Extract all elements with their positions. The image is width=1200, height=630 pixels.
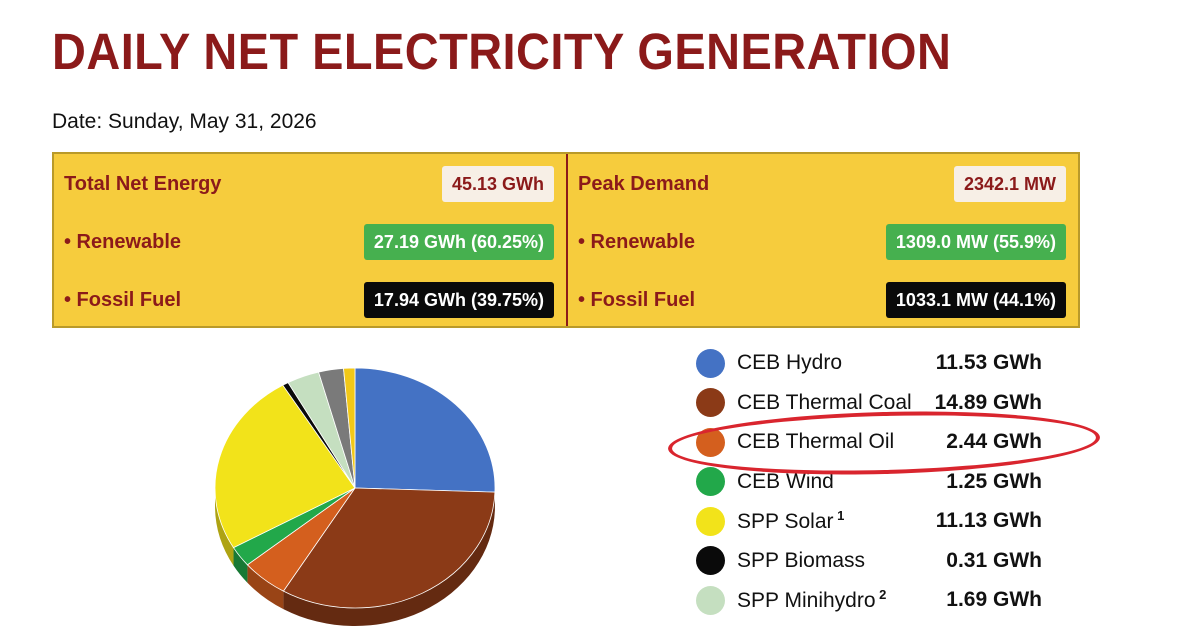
pie-side-ceb-wind bbox=[233, 547, 248, 583]
legend-label-text: SPP Solar bbox=[737, 510, 834, 533]
legend-item-spp-solar: SPP Solar 1 11.13 GWh bbox=[690, 503, 1050, 539]
total-energy-label: Total Net Energy bbox=[64, 172, 222, 195]
legend-label-text: CEB Hydro bbox=[737, 351, 843, 374]
legend-swatch bbox=[696, 348, 725, 378]
energy-fossil-value: 17.94 GWh (39.75%) bbox=[363, 282, 554, 318]
chart-title: DAILY NET ELECTRICITY GENERATION bbox=[52, 23, 952, 80]
legend-label-text: CEB Wind bbox=[737, 469, 834, 493]
demand-fossil-row: • Fossil Fuel 1033.1 MW (44.1%) bbox=[578, 280, 1066, 320]
energy-fossil-label: • Fossil Fuel bbox=[64, 288, 182, 311]
demand-renewable-label: • Renewable bbox=[578, 230, 696, 253]
legend-swatch bbox=[696, 546, 725, 575]
legend-value: 1.69 GWh bbox=[946, 588, 1042, 611]
total-energy-value: 45.13 GWh bbox=[441, 166, 554, 202]
peak-demand-label: Peak Demand bbox=[578, 172, 710, 195]
peak-demand-value: 2342.1 MW bbox=[953, 166, 1066, 202]
legend-swatch bbox=[696, 585, 725, 615]
legend-item-spp-minihydro: SPP Minihydro 2 1.69 GWh bbox=[690, 582, 1050, 618]
summary-table: Total Net Energy 45.13 GWh • Renewable 2… bbox=[52, 152, 1080, 328]
legend-item-ceb-thermal-oil: CEB Thermal Oil 2.44 GWh bbox=[690, 424, 1050, 460]
legend-value: 0.31 GWh bbox=[946, 548, 1042, 572]
pie-side-ceb-thermal-coal bbox=[283, 492, 495, 626]
pie-slice-other-8 bbox=[343, 367, 356, 489]
legend-label-text: SPP Minihydro bbox=[737, 589, 876, 612]
energy-renewable-value: 27.19 GWh (60.25%) bbox=[363, 224, 554, 260]
legend-value: 14.89 GWh bbox=[934, 390, 1042, 414]
demand-renewable-value: 1309.0 MW (55.9%) bbox=[885, 224, 1066, 260]
legend-item-ceb-wind: CEB Wind 1.25 GWh bbox=[690, 464, 1050, 500]
demand-fossil-label: • Fossil Fuel bbox=[578, 288, 696, 311]
demand-renewable-row: • Renewable 1309.0 MW (55.9%) bbox=[578, 222, 1066, 262]
demand-fossil-value: 1033.1 MW (44.1%) bbox=[885, 282, 1066, 318]
legend-footnote-mark: 2 bbox=[875, 587, 887, 602]
legend-label: SPP Biomass bbox=[737, 549, 946, 573]
legend-item-ceb-thermal-coal: CEB Thermal Coal 14.89 GWh bbox=[690, 385, 1050, 421]
legend-swatch bbox=[696, 427, 725, 457]
demand-panel: Peak Demand 2342.1 MW • Renewable 1309.0… bbox=[566, 154, 1078, 326]
legend-swatch bbox=[696, 388, 725, 417]
legend-item-spp-biomass: SPP Biomass 0.31 GWh bbox=[690, 543, 1050, 579]
legend-swatch bbox=[696, 467, 725, 496]
legend-value: 2.44 GWh bbox=[946, 430, 1042, 453]
pie-slice-ceb-thermal-coal bbox=[282, 487, 496, 609]
pie-slice-spp-solar bbox=[214, 384, 356, 549]
legend-value: 11.53 GWh bbox=[935, 351, 1042, 374]
legend-label-text: CEB Thermal Coal bbox=[737, 390, 912, 414]
legend-label: CEB Thermal Coal bbox=[737, 391, 935, 415]
legend-label: SPP Solar 1 bbox=[737, 508, 936, 534]
pie-slice-ceb-hydro bbox=[354, 367, 496, 493]
legend-value: 11.13 GWh bbox=[935, 509, 1042, 532]
legend-label: CEB Wind bbox=[737, 470, 946, 494]
peak-demand-row: Peak Demand 2342.1 MW bbox=[578, 164, 1066, 204]
legend-value: 1.25 GWh bbox=[946, 469, 1042, 493]
report-date: Date: Sunday, May 31, 2026 bbox=[52, 110, 317, 133]
energy-panel: Total Net Energy 45.13 GWh • Renewable 2… bbox=[54, 154, 566, 326]
energy-fossil-row: • Fossil Fuel 17.94 GWh (39.75%) bbox=[64, 280, 554, 320]
legend-label: CEB Thermal Oil bbox=[737, 430, 946, 454]
energy-renewable-label: • Renewable bbox=[64, 230, 182, 253]
pie-side-ceb-thermal-oil bbox=[247, 564, 284, 610]
legend-label-text: CEB Thermal Oil bbox=[737, 430, 895, 453]
legend-footnote-mark: 1 bbox=[833, 508, 845, 523]
pie-side-spp-solar bbox=[215, 488, 234, 566]
legend-label: SPP Minihydro 2 bbox=[737, 587, 946, 613]
total-energy-row: Total Net Energy 45.13 GWh bbox=[64, 164, 554, 204]
legend-label: CEB Hydro bbox=[737, 351, 936, 375]
pie-chart bbox=[214, 367, 496, 626]
energy-renewable-row: • Renewable 27.19 GWh (60.25%) bbox=[64, 222, 554, 262]
legend-swatch bbox=[696, 506, 725, 536]
legend-label-text: SPP Biomass bbox=[737, 548, 865, 572]
legend-item-ceb-hydro: CEB Hydro 11.53 GWh bbox=[690, 345, 1050, 381]
